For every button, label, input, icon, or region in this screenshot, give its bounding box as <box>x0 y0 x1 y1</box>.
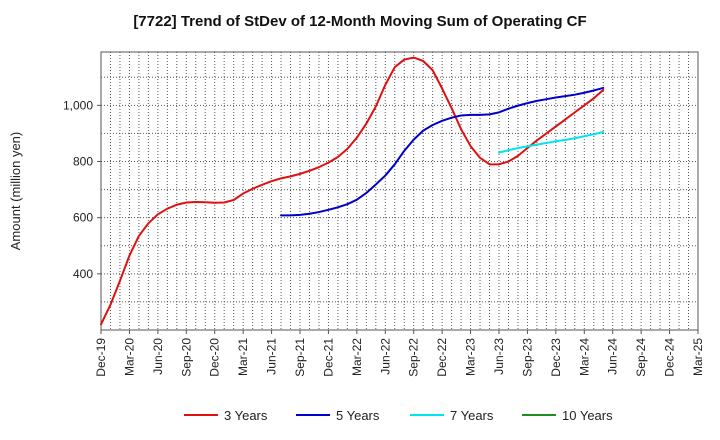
legend-item-7-years: 7 Years <box>410 408 494 423</box>
x-tick-label: Sep-20 <box>179 338 193 377</box>
x-tick-label: Dec-23 <box>549 338 563 377</box>
y-axis: 400 600 800 1,000 <box>63 98 101 281</box>
series-line-7-years <box>498 131 605 154</box>
plot-area <box>100 51 699 331</box>
x-tick-label: Sep-21 <box>293 338 307 377</box>
x-tick-label: Jun-21 <box>265 338 279 375</box>
legend-item-5-years: 5 Years <box>296 408 380 423</box>
x-tick-label: Sep-24 <box>634 338 648 377</box>
legend: 3 Years 5 Years 7 Years 10 Years <box>184 408 613 423</box>
x-tick-label: Mar-23 <box>464 338 478 376</box>
grid <box>101 52 698 330</box>
x-tick-label: Mar-25 <box>691 338 705 376</box>
y-tick-label: 400 <box>73 267 93 281</box>
x-tick-label: Sep-23 <box>520 338 534 377</box>
x-tick-label: Mar-21 <box>236 338 250 376</box>
x-tick-label: Jun-20 <box>151 338 165 375</box>
x-tick-label: Dec-21 <box>321 338 335 377</box>
x-tick-label: Dec-22 <box>435 338 449 377</box>
x-tick-label: Jun-24 <box>606 338 620 375</box>
x-tick-label: Sep-22 <box>407 338 421 377</box>
legend-label: 3 Years <box>224 408 268 423</box>
chart-title: [7722] Trend of StDev of 12-Month Moving… <box>133 13 586 30</box>
legend-label: 7 Years <box>450 408 494 423</box>
y-tick-label: 600 <box>73 211 93 225</box>
x-tick-label: Dec-24 <box>663 338 677 377</box>
y-axis-label: Amount (million yen) <box>8 132 23 251</box>
x-tick-label: Dec-20 <box>208 338 222 377</box>
legend-label: 5 Years <box>336 408 380 423</box>
series-line-3-years <box>100 56 605 326</box>
legend-item-3-years: 3 Years <box>184 408 268 423</box>
x-axis: Dec-19 Mar-20 Jun-20 Sep-20 Dec-20 Mar-21 Jun-… <box>94 330 705 377</box>
x-tick-label: Jun-23 <box>492 338 506 375</box>
y-tick-label: 1,000 <box>63 98 93 112</box>
x-tick-label: Mar-20 <box>122 338 136 376</box>
legend-item-10-years: 10 Years <box>522 408 613 423</box>
x-tick-label: Jun-22 <box>378 338 392 375</box>
legend-label: 10 Years <box>562 408 613 423</box>
series-layer <box>100 56 605 326</box>
x-tick-label: Mar-24 <box>577 338 591 376</box>
series-line-5-years <box>280 86 605 217</box>
x-tick-label: Mar-22 <box>350 338 364 376</box>
y-tick-label: 800 <box>73 155 93 169</box>
x-tick-label: Dec-19 <box>94 338 108 377</box>
